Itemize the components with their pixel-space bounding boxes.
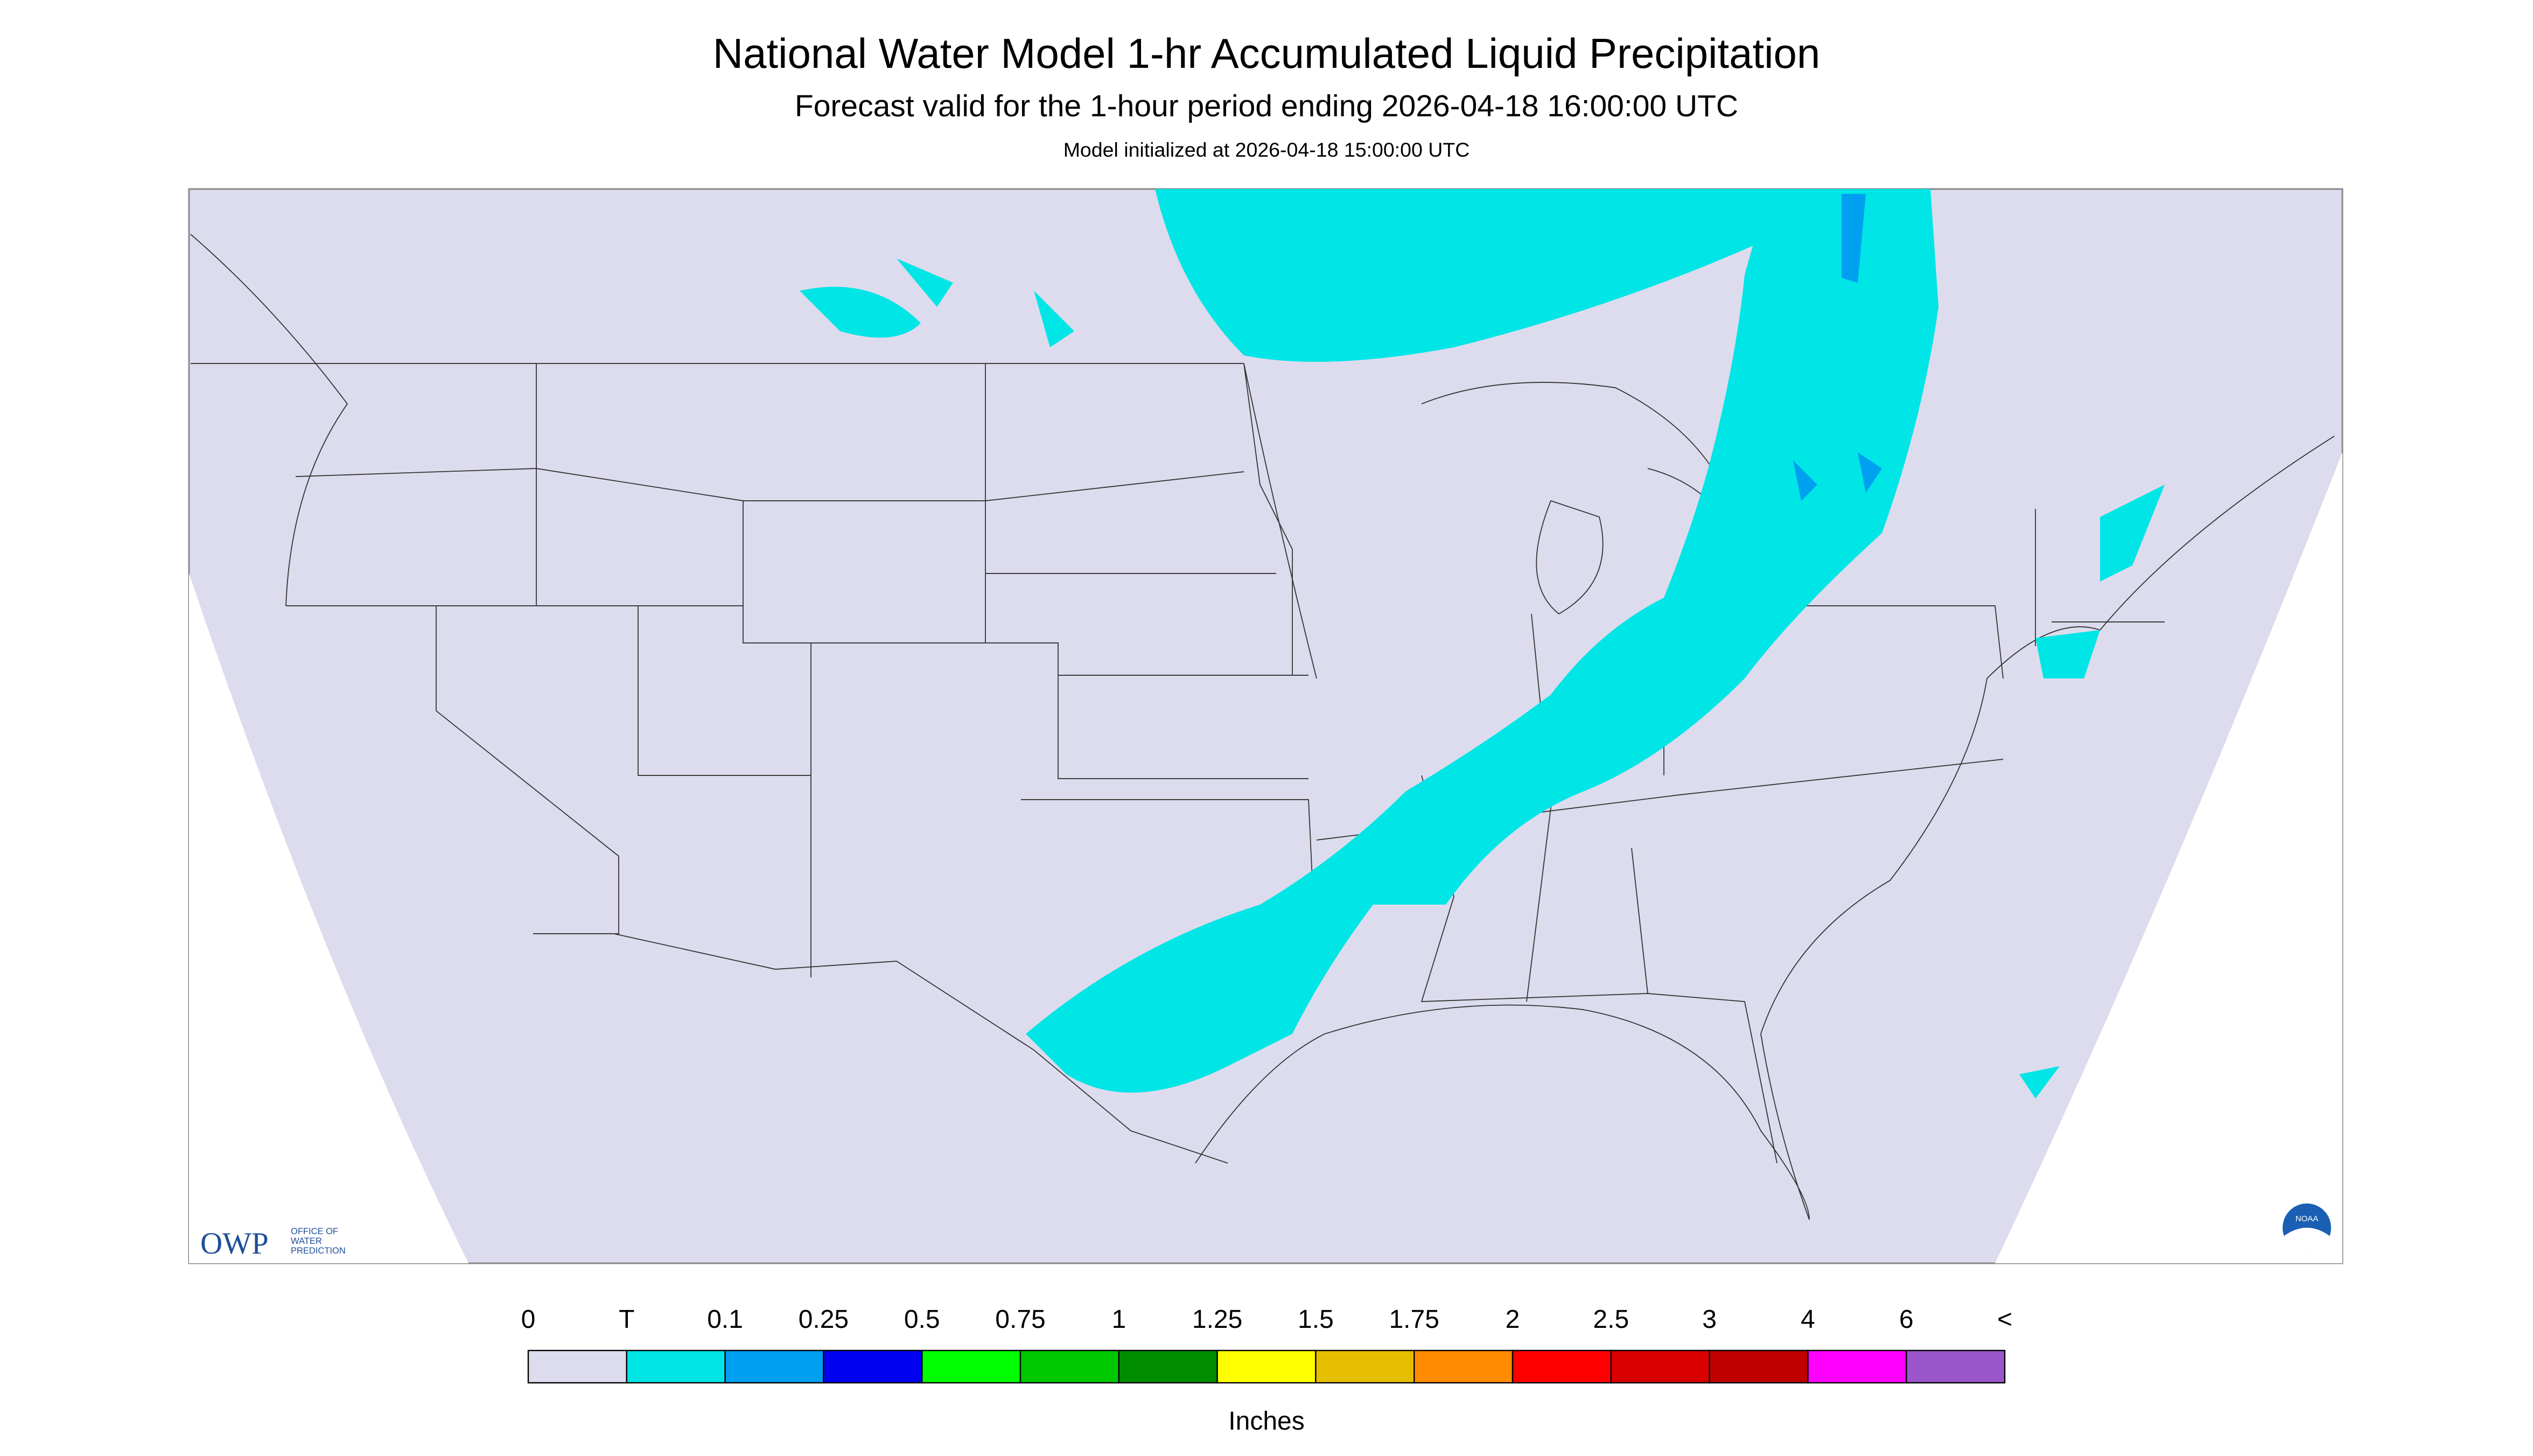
map: OWP OFFICE OF WATER PREDICTION NOAA <box>188 188 2343 1264</box>
legend-label: 2.5 <box>1593 1305 1629 1334</box>
legend-label: 2 <box>1506 1305 1520 1334</box>
legend-label: 4 <box>1801 1305 1815 1334</box>
legend-swatch <box>626 1349 726 1384</box>
legend-swatch <box>1414 1349 1514 1384</box>
owp-text: OFFICE OF <box>291 1227 338 1236</box>
title: National Water Model 1-hr Accumulated Li… <box>713 30 1821 77</box>
legend-swatch <box>1118 1349 1218 1384</box>
legend-label: 6 <box>1899 1305 1914 1334</box>
legend-label: 0.5 <box>904 1305 940 1334</box>
legend-label: 0.1 <box>707 1305 743 1334</box>
owp-text: PREDICTION <box>291 1246 346 1256</box>
legend-swatch <box>823 1349 923 1384</box>
legend-label: 1.25 <box>1192 1305 1242 1334</box>
legend-label: 1.5 <box>1298 1305 1334 1334</box>
legend-label: < <box>1997 1305 2012 1334</box>
legend-label: 0 <box>521 1305 536 1334</box>
precip <box>800 189 2165 1099</box>
legend: 0 T 0.1 0.25 0.5 0.75 1 1.25 1.5 1.75 2 2.5 3 4 6 < <box>521 1305 2012 1384</box>
legend-swatch <box>724 1349 824 1384</box>
subtitle: Forecast valid for the 1-hour period end… <box>795 89 1738 123</box>
legend-swatch <box>1019 1349 1120 1384</box>
legend-swatch <box>1709 1349 1809 1384</box>
legend-swatch <box>1512 1349 1612 1384</box>
legend-swatch <box>1905 1349 2006 1384</box>
legend-swatch <box>1315 1349 1415 1384</box>
owp-text: WATER <box>291 1236 322 1246</box>
legend-label: 1 <box>1111 1305 1126 1334</box>
legend-label: 1.75 <box>1389 1305 1439 1334</box>
legend-swatch <box>527 1349 628 1384</box>
legend-swatch <box>1216 1349 1317 1384</box>
legend-label: T <box>619 1305 634 1334</box>
noaa-logo: NOAA <box>2296 1214 2319 1223</box>
legend-label: 3 <box>1702 1305 1717 1334</box>
legend-label: 0.75 <box>995 1305 1045 1334</box>
legend-swatch <box>1807 1349 1907 1384</box>
legend-swatch <box>1610 1349 1710 1384</box>
owp-logo: OWP <box>200 1227 269 1261</box>
legend-units: Inches <box>1228 1407 1304 1436</box>
init-time: Model initialized at 2026-04-18 15:00:00… <box>1063 138 1470 161</box>
legend-swatch <box>921 1349 1021 1384</box>
legend-label: 0.25 <box>799 1305 849 1334</box>
